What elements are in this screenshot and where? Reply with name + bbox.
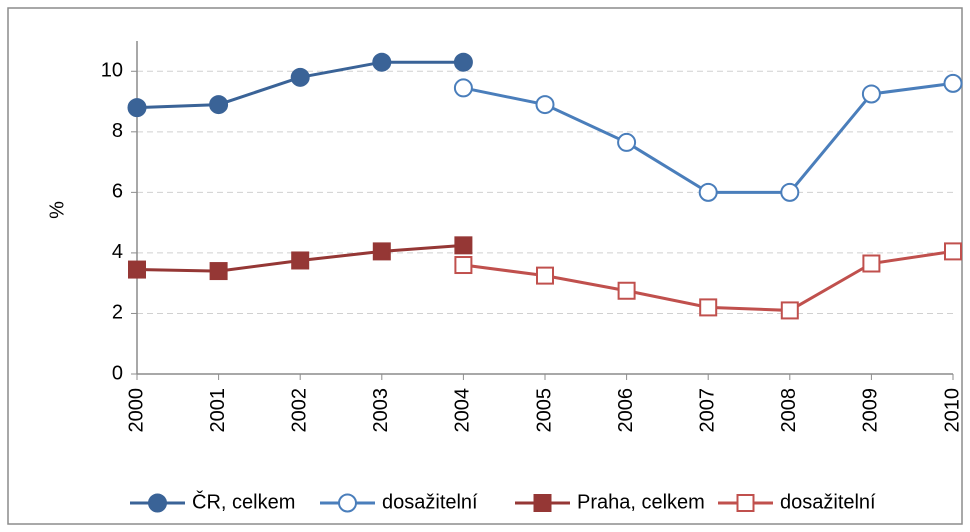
legend-label: dosažitelní [780,491,876,513]
y-tick-label: 8 [112,120,123,142]
data-point [944,242,962,261]
data-point [453,78,473,98]
x-tick-label: 2003 [370,388,392,433]
data-point [372,52,392,72]
data-point [290,67,310,87]
data-point [372,242,391,261]
data-point [535,95,555,115]
legend-marker [736,494,755,512]
x-tick-label: 2006 [615,388,637,433]
data-point [943,73,963,93]
x-tick-label: 2002 [288,388,310,433]
legend-marker [533,494,552,512]
legend-item: dosažitelní [320,491,478,513]
legend-item: ČR, celkem [130,490,295,513]
data-point [209,262,228,281]
y-tick-label: 10 [101,60,123,82]
chart-border [7,7,963,525]
x-tick-label: 2008 [778,388,800,433]
data-point [617,132,637,152]
y-tick-label: 6 [112,181,123,203]
data-point [453,52,473,72]
data-point [780,182,800,202]
data-point [780,301,799,320]
y-tick-label: 0 [112,362,123,384]
y-tick-label: 2 [112,302,123,324]
data-point [291,251,310,270]
legend-item: dosažitelní [718,491,876,513]
data-point [128,260,146,279]
x-tick-label: 2007 [696,388,718,433]
x-tick-label: 2005 [533,388,555,433]
data-point [699,298,718,317]
data-point [617,281,636,300]
y-tick-label: 4 [112,241,123,263]
x-tick-label: 2009 [860,388,882,433]
x-tick-label: 2004 [452,388,474,433]
legend-label: dosažitelní [382,491,478,513]
y-axis-label: % [46,201,68,219]
data-point [861,84,881,104]
x-tick-label: 2001 [207,388,229,433]
legend-label: Praha, celkem [577,491,705,513]
data-point [127,98,147,118]
x-tick-label: 2010 [941,388,963,433]
data-point [536,266,554,285]
data-point [862,254,881,273]
legend-label: ČR, celkem [192,490,295,513]
data-point [698,182,718,202]
x-tick-label: 2000 [125,388,147,433]
legend-item: Praha, celkem [515,491,705,513]
data-point [454,256,473,275]
data-point [454,236,473,255]
legend-marker [338,493,357,513]
data-point [209,95,229,115]
legend-marker [148,493,167,513]
